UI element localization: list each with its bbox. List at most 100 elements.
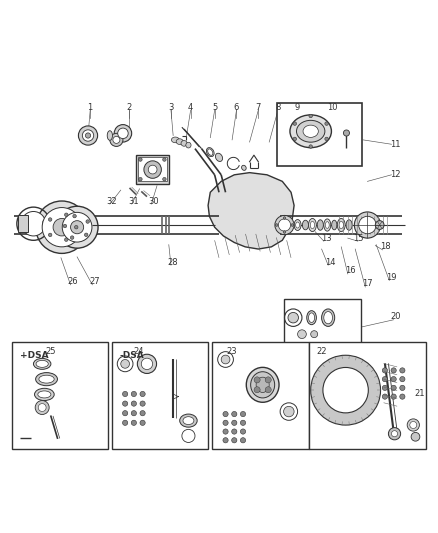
Text: 4: 4 bbox=[188, 103, 193, 111]
Circle shape bbox=[297, 330, 306, 338]
Circle shape bbox=[73, 214, 76, 218]
Text: 7: 7 bbox=[256, 103, 261, 111]
Circle shape bbox=[240, 420, 246, 425]
Ellipse shape bbox=[346, 220, 352, 230]
Text: 25: 25 bbox=[46, 347, 56, 356]
Circle shape bbox=[276, 224, 278, 227]
Bar bbox=[308, 342, 426, 449]
Circle shape bbox=[74, 225, 78, 229]
Ellipse shape bbox=[296, 222, 300, 228]
Circle shape bbox=[131, 420, 137, 425]
Circle shape bbox=[325, 137, 328, 141]
Text: 14: 14 bbox=[325, 257, 336, 266]
Circle shape bbox=[311, 330, 318, 338]
Ellipse shape bbox=[242, 165, 246, 171]
Text: 5: 5 bbox=[212, 103, 217, 111]
Ellipse shape bbox=[310, 221, 314, 229]
Circle shape bbox=[35, 201, 88, 253]
Circle shape bbox=[223, 429, 228, 434]
Circle shape bbox=[283, 231, 286, 233]
Bar bbox=[285, 299, 361, 346]
Text: 13: 13 bbox=[321, 233, 331, 243]
Circle shape bbox=[139, 177, 142, 181]
Ellipse shape bbox=[171, 137, 179, 143]
Circle shape bbox=[283, 217, 286, 220]
Circle shape bbox=[221, 355, 230, 364]
Circle shape bbox=[113, 136, 120, 143]
Circle shape bbox=[223, 411, 228, 417]
Text: 31: 31 bbox=[128, 197, 139, 206]
Circle shape bbox=[62, 212, 92, 242]
Circle shape bbox=[49, 218, 52, 221]
Ellipse shape bbox=[206, 148, 214, 157]
Text: 32: 32 bbox=[107, 197, 117, 206]
Circle shape bbox=[279, 219, 290, 231]
Text: 6: 6 bbox=[234, 103, 239, 111]
Text: 24: 24 bbox=[133, 347, 144, 356]
Ellipse shape bbox=[53, 220, 57, 228]
Circle shape bbox=[85, 133, 91, 138]
Text: 3: 3 bbox=[168, 103, 173, 111]
Ellipse shape bbox=[294, 220, 301, 230]
Circle shape bbox=[123, 420, 128, 425]
Circle shape bbox=[265, 387, 271, 393]
Circle shape bbox=[144, 161, 161, 179]
Ellipse shape bbox=[256, 377, 269, 392]
Circle shape bbox=[162, 177, 166, 181]
Ellipse shape bbox=[297, 120, 325, 142]
Circle shape bbox=[123, 401, 128, 406]
Circle shape bbox=[400, 376, 405, 382]
Text: 11: 11 bbox=[391, 140, 401, 149]
Circle shape bbox=[78, 126, 98, 145]
Circle shape bbox=[123, 391, 128, 397]
Text: 18: 18 bbox=[380, 243, 390, 252]
Text: 15: 15 bbox=[353, 233, 364, 243]
Circle shape bbox=[21, 212, 46, 236]
Circle shape bbox=[223, 420, 228, 425]
Circle shape bbox=[254, 387, 260, 393]
Ellipse shape bbox=[290, 115, 332, 148]
Text: 9: 9 bbox=[295, 103, 300, 111]
Bar bbox=[136, 155, 169, 183]
Ellipse shape bbox=[186, 142, 191, 148]
Ellipse shape bbox=[317, 220, 323, 230]
Circle shape bbox=[382, 394, 388, 399]
Circle shape bbox=[389, 427, 401, 440]
Text: 28: 28 bbox=[168, 257, 178, 266]
Ellipse shape bbox=[58, 220, 62, 228]
Polygon shape bbox=[208, 173, 294, 249]
Text: 8: 8 bbox=[275, 103, 281, 111]
Circle shape bbox=[240, 429, 246, 434]
Ellipse shape bbox=[107, 131, 113, 140]
Wedge shape bbox=[311, 355, 381, 425]
Circle shape bbox=[293, 137, 297, 141]
Circle shape bbox=[240, 438, 246, 443]
Text: 12: 12 bbox=[391, 171, 401, 179]
Circle shape bbox=[131, 410, 137, 416]
Bar bbox=[138, 157, 166, 181]
Circle shape bbox=[138, 354, 156, 374]
Circle shape bbox=[71, 236, 74, 239]
Circle shape bbox=[110, 133, 123, 147]
Circle shape bbox=[410, 422, 417, 429]
Ellipse shape bbox=[180, 414, 197, 427]
Circle shape bbox=[275, 215, 294, 235]
Circle shape bbox=[265, 377, 271, 383]
Ellipse shape bbox=[208, 149, 213, 155]
Ellipse shape bbox=[33, 358, 51, 369]
Text: 17: 17 bbox=[362, 279, 373, 288]
Circle shape bbox=[391, 394, 396, 399]
Ellipse shape bbox=[215, 153, 223, 161]
Ellipse shape bbox=[176, 139, 183, 144]
Ellipse shape bbox=[183, 417, 194, 425]
Ellipse shape bbox=[324, 219, 331, 231]
Circle shape bbox=[42, 207, 81, 247]
Text: 2: 2 bbox=[127, 103, 132, 111]
Ellipse shape bbox=[38, 391, 51, 398]
Circle shape bbox=[354, 212, 381, 238]
Text: 22: 22 bbox=[316, 347, 327, 356]
Circle shape bbox=[359, 216, 376, 234]
Ellipse shape bbox=[35, 389, 54, 400]
Circle shape bbox=[35, 400, 49, 415]
Circle shape bbox=[49, 233, 52, 237]
